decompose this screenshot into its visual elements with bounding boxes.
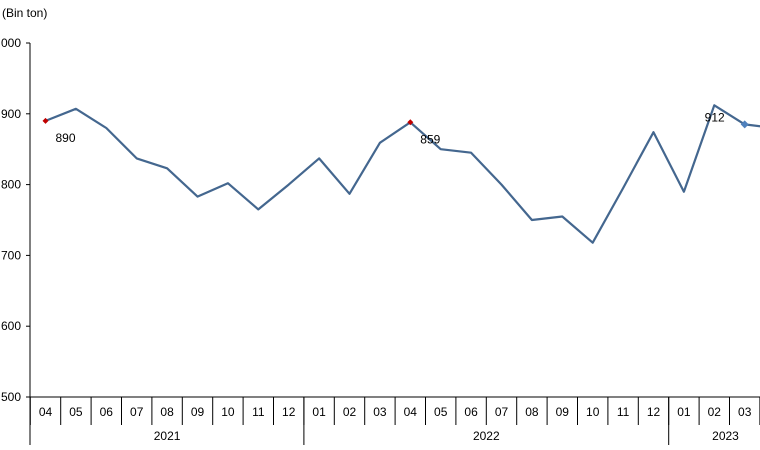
x-month-label: 05 xyxy=(69,405,83,419)
x-month-label: 07 xyxy=(130,405,144,419)
x-month-label: 03 xyxy=(738,405,752,419)
x-month-label: 04 xyxy=(39,405,53,419)
x-month-label: 11 xyxy=(252,405,265,419)
data-marker-diamond xyxy=(42,117,49,124)
y-tick-label: 700 xyxy=(1,248,21,262)
x-month-label: 12 xyxy=(282,405,296,419)
x-month-label: 02 xyxy=(343,405,357,419)
x-month-label: 01 xyxy=(312,405,326,419)
data-label: 890 xyxy=(55,131,75,145)
y-tick-label: 500 xyxy=(1,390,21,404)
x-month-label: 06 xyxy=(100,405,114,419)
x-month-label: 01 xyxy=(677,405,691,419)
x-month-label: 11 xyxy=(617,405,630,419)
x-month-label: 04 xyxy=(404,405,418,419)
x-year-label: 2022 xyxy=(473,429,500,443)
series-line xyxy=(45,104,760,244)
x-year-label: 2023 xyxy=(712,429,739,443)
x-month-label: 03 xyxy=(373,405,387,419)
x-month-label: 09 xyxy=(556,405,570,419)
data-marker-diamond xyxy=(407,119,414,126)
x-month-label: 05 xyxy=(434,405,448,419)
y-tick-label: 900 xyxy=(1,107,21,121)
x-month-label: 07 xyxy=(495,405,509,419)
y-tick-label: 800 xyxy=(1,178,21,192)
x-month-label: 06 xyxy=(464,405,478,419)
y-tick-label: 1.000 xyxy=(0,36,21,50)
x-month-label: 10 xyxy=(586,405,600,419)
y-axis-unit-label: (Bin ton) xyxy=(2,6,48,20)
x-month-label: 08 xyxy=(160,405,174,419)
x-month-label: 12 xyxy=(647,405,661,419)
data-marker-diamond xyxy=(740,120,749,129)
x-month-label: 02 xyxy=(708,405,722,419)
x-year-label: 2021 xyxy=(154,429,181,443)
data-label: 912 xyxy=(705,110,725,124)
x-month-label: 09 xyxy=(191,405,205,419)
x-month-label: 10 xyxy=(221,405,235,419)
data-label: 859 xyxy=(420,132,440,146)
x-month-label: 08 xyxy=(525,405,539,419)
y-tick-label: 600 xyxy=(1,319,21,333)
